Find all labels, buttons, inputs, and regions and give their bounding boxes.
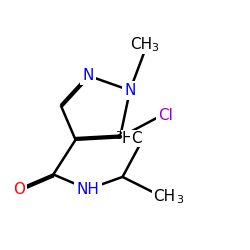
- Text: N: N: [124, 83, 136, 98]
- Text: CH: CH: [154, 189, 176, 204]
- Text: N: N: [82, 68, 94, 83]
- Text: H: H: [122, 131, 133, 146]
- Text: 3: 3: [152, 43, 159, 53]
- Text: 3: 3: [115, 131, 122, 141]
- Text: CH: CH: [130, 37, 152, 52]
- Text: C: C: [131, 131, 141, 146]
- Text: 3: 3: [176, 195, 184, 205]
- Text: Cl: Cl: [158, 108, 173, 122]
- Text: NH: NH: [76, 182, 99, 197]
- Text: O: O: [13, 182, 25, 197]
